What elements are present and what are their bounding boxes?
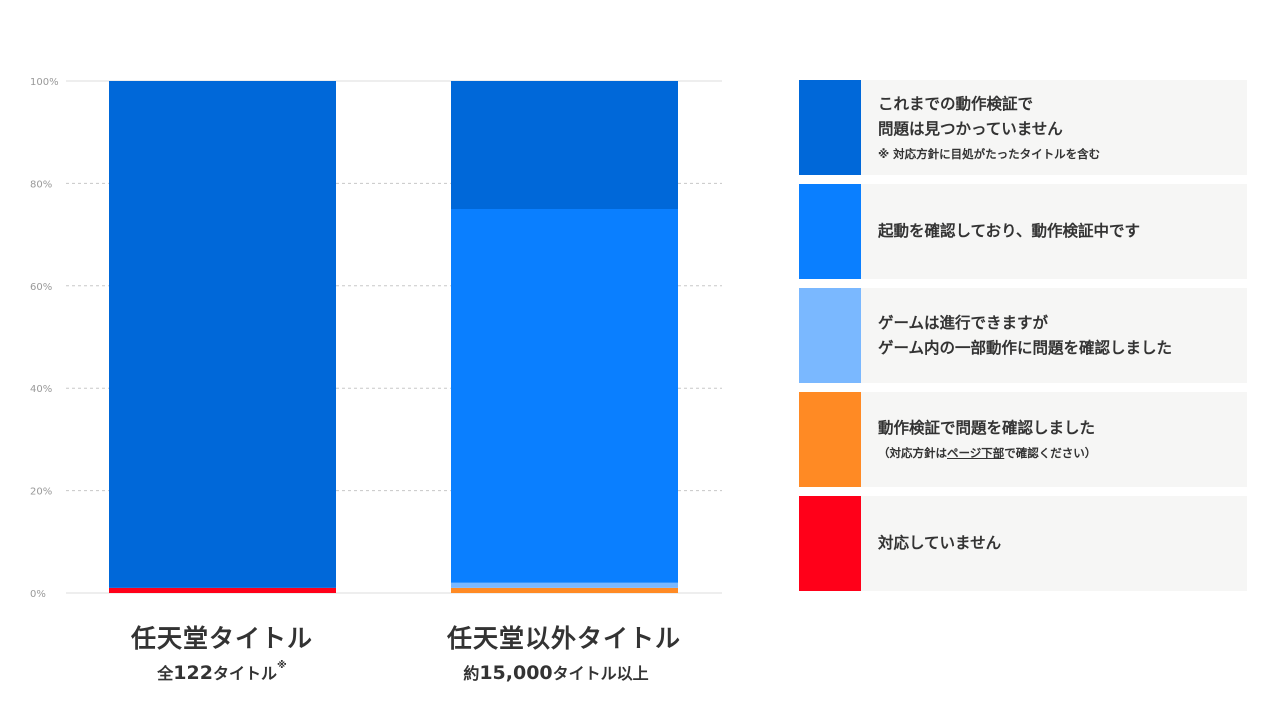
legend-swatch — [799, 184, 861, 279]
subtitle-suffix: タイトル — [212, 664, 277, 683]
legend-note-suffix: で確認ください） — [1004, 446, 1097, 460]
legend-text: ゲームは進行できますが ゲーム内の一部動作に問題を確認しました — [861, 288, 1247, 383]
legend-label: これまでの動作検証で — [878, 94, 1034, 113]
bar-segment — [451, 582, 678, 588]
bar-title-nintendo: 任天堂タイトル — [130, 624, 313, 653]
stacked-bar-chart: 0% 20% 40% 60% 80% 100% — [30, 77, 722, 600]
bar-segment — [451, 209, 678, 583]
legend-label: 動作検証で問題を確認しました — [878, 419, 1096, 437]
bar-segment — [109, 81, 336, 588]
legend-label-line2: 問題は見つかっていません — [878, 119, 1063, 138]
legend-text: これまでの動作検証で 問題は見つかっていません ※ 対応方針に目処がたったタイト… — [861, 80, 1247, 175]
bar-segment — [451, 81, 678, 209]
bar-segment — [109, 587, 336, 593]
subtitle-prefix: 約 — [463, 664, 480, 683]
legend-label: 起動を確認しており、動作検証中です — [878, 222, 1140, 240]
y-tick-label: 80% — [30, 179, 52, 190]
footnote-mark: ※ — [276, 660, 287, 671]
page-bottom-link[interactable]: ページ下部 — [947, 446, 1005, 460]
chart-legend: これまでの動作検証で 問題は見つかっていません ※ 対応方針に目処がたったタイト… — [799, 80, 1247, 600]
legend-swatch — [799, 288, 861, 383]
y-tick-label: 60% — [30, 282, 52, 293]
legend-item-verifying: 起動を確認しており、動作検証中です — [799, 184, 1247, 279]
legend-note: ※ 対応方針に目処がたったタイトルを含む — [878, 146, 1101, 161]
legend-label: ゲームは進行できますが — [878, 313, 1049, 332]
legend-text: 起動を確認しており、動作検証中です — [861, 184, 1247, 279]
legend-item-not-supported: 対応していません — [799, 496, 1247, 591]
legend-swatch — [799, 392, 861, 487]
legend-note-prefix: （対応方針は — [878, 446, 947, 460]
legend-note: （対応方針はページ下部で確認ください） — [878, 443, 1247, 463]
legend-item-partial-issues: ゲームは進行できますが ゲーム内の一部動作に問題を確認しました — [799, 288, 1247, 383]
subtitle-number: 15,000 — [479, 662, 553, 684]
subtitle-prefix: 全 — [157, 664, 174, 683]
legend-text: 対応していません — [861, 496, 1247, 591]
y-tick-label: 0% — [30, 589, 46, 600]
y-tick-label: 100% — [30, 77, 59, 88]
legend-swatch — [799, 80, 861, 175]
bar-subtitle-nintendo: 全122タイトル※ — [72, 660, 372, 684]
bar-segment — [451, 587, 678, 593]
legend-label: 対応していません — [878, 534, 1002, 552]
subtitle-suffix: タイトル以上 — [552, 664, 649, 683]
bar-subtitle-third-party: 約15,000タイトル以上 — [406, 660, 706, 684]
legend-label-line2: ゲーム内の一部動作に問題を確認しました — [878, 338, 1173, 357]
legend-item-issues-confirmed: 動作検証で問題を確認しました （対応方針はページ下部で確認ください） — [799, 392, 1247, 487]
subtitle-number: 122 — [173, 662, 213, 684]
legend-swatch — [799, 496, 861, 591]
bar-title-third-party: 任天堂以外タイトル — [446, 624, 681, 653]
y-tick-label: 40% — [30, 384, 52, 395]
y-tick-label: 20% — [30, 487, 52, 498]
legend-text: 動作検証で問題を確認しました （対応方針はページ下部で確認ください） — [861, 392, 1247, 487]
legend-item-no-issues: これまでの動作検証で 問題は見つかっていません ※ 対応方針に目処がたったタイト… — [799, 80, 1247, 175]
